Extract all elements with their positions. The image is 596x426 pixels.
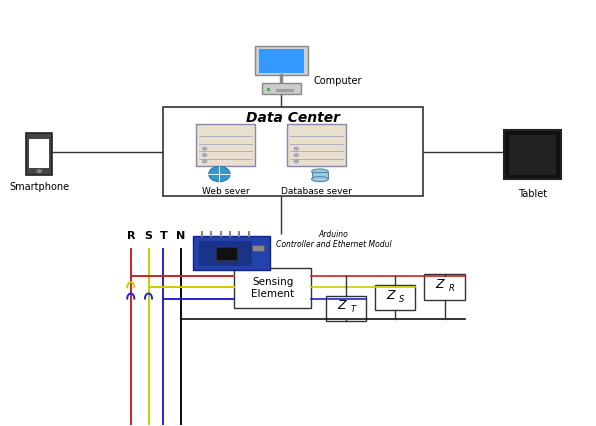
Bar: [287, 124, 346, 167]
Text: Arduino
Controller and Ethernet Modul: Arduino Controller and Ethernet Modul: [275, 230, 391, 249]
Text: Z: Z: [337, 299, 346, 312]
Bar: [193, 236, 269, 270]
Bar: [375, 285, 415, 311]
Bar: [198, 241, 252, 266]
Text: Smartphone: Smartphone: [9, 182, 69, 192]
Bar: [259, 49, 304, 73]
Text: T: T: [350, 305, 355, 314]
Bar: [424, 274, 465, 300]
Text: Computer: Computer: [314, 76, 362, 86]
Circle shape: [209, 167, 230, 181]
Text: N: N: [176, 231, 185, 242]
Bar: [312, 172, 328, 179]
Text: Database sever: Database sever: [281, 187, 352, 196]
Bar: [504, 130, 561, 179]
Bar: [234, 268, 311, 308]
Bar: [326, 296, 366, 321]
Bar: [255, 46, 308, 75]
Bar: [216, 247, 237, 259]
Ellipse shape: [312, 169, 328, 174]
Circle shape: [202, 160, 207, 163]
Text: Data Center: Data Center: [246, 111, 340, 125]
Text: S: S: [399, 295, 405, 304]
Circle shape: [202, 147, 207, 150]
Bar: [195, 124, 255, 167]
Text: Z: Z: [386, 288, 395, 302]
Text: Tablet: Tablet: [518, 189, 547, 199]
Bar: [29, 139, 49, 168]
Text: S: S: [144, 231, 153, 242]
Circle shape: [36, 169, 42, 173]
Bar: [26, 132, 52, 175]
Bar: [252, 245, 263, 251]
Text: R: R: [449, 284, 455, 293]
Text: R: R: [126, 231, 135, 242]
Text: Web sever: Web sever: [201, 187, 249, 196]
Text: Sensing
Element: Sensing Element: [251, 277, 294, 299]
Circle shape: [294, 147, 299, 150]
Ellipse shape: [312, 177, 328, 181]
Circle shape: [294, 160, 299, 163]
Bar: [509, 135, 556, 175]
Circle shape: [294, 153, 299, 157]
Bar: [163, 107, 423, 196]
Bar: [275, 89, 293, 91]
Text: Z: Z: [436, 278, 444, 291]
Text: T: T: [159, 231, 167, 242]
Circle shape: [202, 153, 207, 157]
Bar: [262, 83, 301, 95]
